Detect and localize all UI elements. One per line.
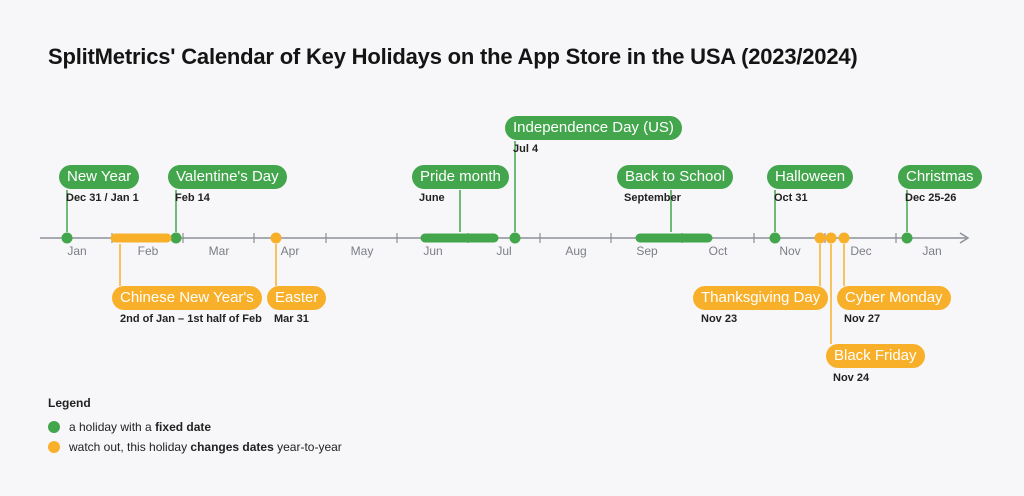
month-label-jan: Jan — [67, 244, 87, 258]
legend: Legend a holiday with a fixed date watch… — [48, 396, 342, 460]
holiday-date-cyber-monday: Nov 27 — [844, 313, 881, 325]
month-label-jul: Jul — [496, 244, 512, 258]
holiday-pill-chinese-new-year-s: Chinese New Year's — [112, 286, 262, 310]
month-label-may: May — [350, 244, 374, 258]
holiday-date-black-friday: Nov 24 — [833, 372, 870, 384]
orange-dot-icon — [48, 441, 60, 453]
holiday-pill-back-to-school: Back to School — [617, 165, 734, 189]
holiday-date-back-to-school: September — [624, 192, 681, 204]
legend-label-changing: watch out, this holiday changes dates ye… — [69, 440, 342, 454]
legend-label-fixed: a holiday with a fixed date — [69, 420, 211, 434]
month-label-sep: Sep — [636, 244, 658, 258]
legend-changing-pre: watch out, this holiday — [69, 440, 191, 454]
holiday-date-thanksgiving-day: Nov 23 — [701, 313, 738, 325]
holiday-date-valentine-s-day: Feb 14 — [175, 192, 210, 204]
marker-dot-valentine-s-day — [170, 232, 182, 244]
holiday-date-christmas: Dec 25-26 — [905, 192, 957, 204]
month-label-jun: Jun — [423, 244, 443, 258]
marker-dot-easter — [270, 232, 282, 244]
holiday-pill-thanksgiving-day: Thanksgiving Day — [693, 286, 829, 310]
holiday-date-easter: Mar 31 — [274, 313, 309, 325]
month-label-mar: Mar — [208, 244, 230, 258]
marker-dot-independence-day-us — [509, 232, 521, 244]
marker-dot-thanksgiving-day — [814, 232, 826, 244]
holiday-date-new-year: Dec 31 / Jan 1 — [66, 192, 139, 204]
holiday-date-pride-month: June — [419, 192, 445, 204]
month-label-feb: Feb — [137, 244, 159, 258]
legend-fixed-bold: fixed date — [155, 420, 212, 434]
month-label-apr: Apr — [280, 244, 300, 258]
legend-item-changing: watch out, this holiday changes dates ye… — [48, 440, 342, 454]
legend-fixed-pre: a holiday with a — [69, 420, 156, 434]
holiday-date-chinese-new-year-s: 2nd of Jan – 1st half of Feb — [120, 313, 262, 325]
month-label-oct: Oct — [708, 244, 728, 258]
month-label-aug: Aug — [565, 244, 587, 258]
chart-title: SplitMetrics' Calendar of Key Holidays o… — [48, 44, 858, 69]
holiday-pill-pride-month: Pride month — [412, 165, 509, 189]
holiday-pill-christmas: Christmas — [898, 165, 982, 189]
marker-dot-cyber-monday — [838, 232, 850, 244]
holiday-pill-new-year: New Year — [59, 165, 140, 189]
marker-dot-new-year — [61, 232, 73, 244]
month-label-jan: Jan — [922, 244, 942, 258]
legend-changing-post: year-to-year — [273, 440, 342, 454]
marker-dot-halloween — [769, 232, 781, 244]
holiday-pill-black-friday: Black Friday — [826, 344, 925, 368]
holiday-pill-easter: Easter — [267, 286, 327, 310]
green-dot-icon — [48, 421, 60, 433]
holiday-date-independence-day-us: Jul 4 — [513, 143, 539, 155]
legend-title: Legend — [48, 396, 91, 410]
holiday-pill-valentine-s-day: Valentine's Day — [168, 165, 287, 189]
holiday-pill-cyber-monday: Cyber Monday — [837, 286, 951, 310]
legend-changing-bold: changes dates — [190, 440, 274, 454]
month-label-nov: Nov — [779, 244, 801, 258]
axis-arrow-icon — [959, 232, 970, 244]
marker-dot-black-friday — [825, 232, 837, 244]
holiday-pill-halloween: Halloween — [767, 165, 854, 189]
marker-dot-christmas — [901, 232, 913, 244]
legend-item-fixed: a holiday with a fixed date — [48, 420, 342, 434]
holiday-pill-independence-day-us: Independence Day (US) — [505, 116, 682, 140]
holiday-date-halloween: Oct 31 — [774, 192, 808, 204]
month-label-dec: Dec — [850, 244, 872, 258]
